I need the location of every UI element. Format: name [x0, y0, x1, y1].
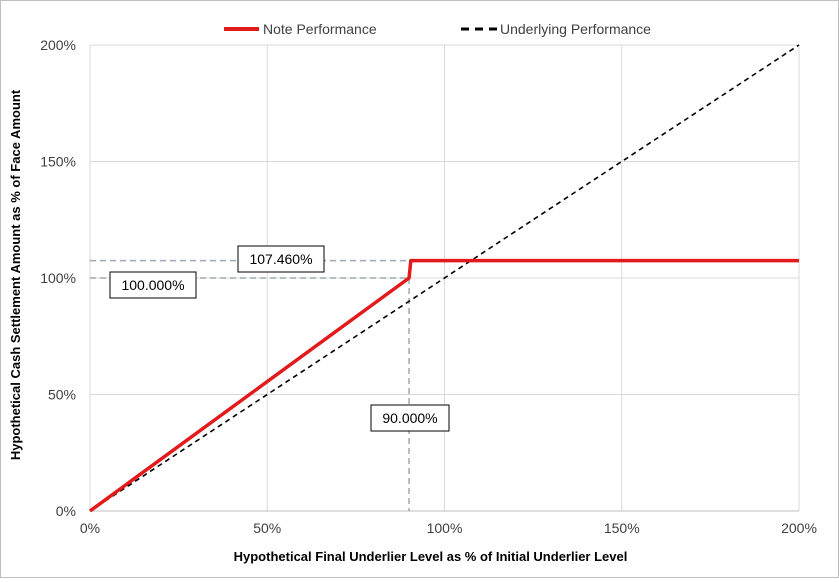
annotation-107-box [237, 245, 325, 273]
annotation-107-label: 107.460% [249, 251, 312, 267]
x-tick-label: 0% [80, 520, 100, 536]
annotation-100-label: 100.000% [121, 277, 184, 293]
y-tick-label: 50% [48, 387, 76, 403]
y-tick-label: 200% [40, 37, 76, 53]
annotation-90-box [370, 404, 450, 432]
annotation-90-label: 90.000% [382, 410, 437, 426]
legend-label-note-performance: Note Performance [263, 21, 377, 37]
y-axis-title: Hypothetical Cash Settlement Amount as %… [8, 89, 23, 460]
x-tick-label: 100% [427, 520, 463, 536]
x-tick-label: 200% [781, 520, 817, 536]
x-tick-label: 150% [604, 520, 640, 536]
x-axis-title: Hypothetical Final Underlier Level as % … [234, 549, 628, 564]
series-underlying-performance [89, 44, 800, 512]
x-tick-label: 50% [253, 520, 281, 536]
series-note-performance [88, 258, 799, 513]
annotation-100-box [109, 271, 197, 299]
y-tick-label: 0% [56, 503, 76, 519]
y-tick-label: 150% [40, 154, 76, 170]
legend-label-underlying-performance: Underlying Performance [500, 21, 651, 37]
y-tick-label: 100% [40, 270, 76, 286]
